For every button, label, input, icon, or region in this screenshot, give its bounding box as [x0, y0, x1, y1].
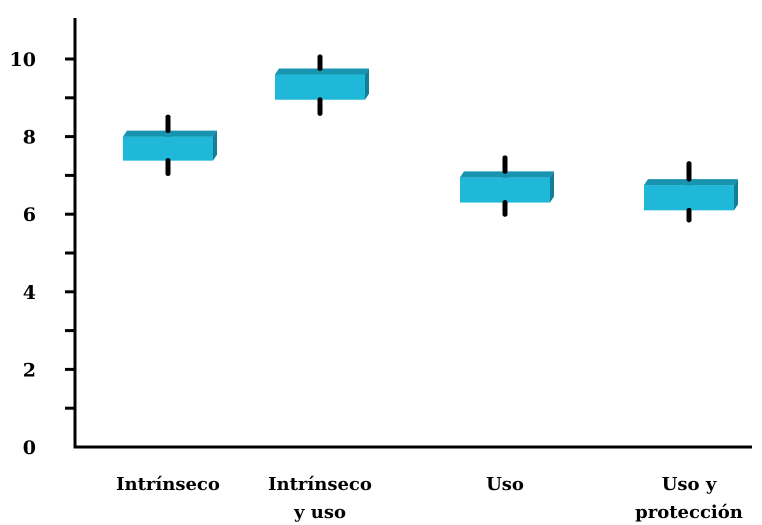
box-top — [644, 179, 738, 186]
box-2 — [275, 54, 369, 116]
category-label-line: y uso — [293, 502, 346, 523]
box-side — [365, 68, 369, 100]
category-label: Intrínseco — [116, 474, 220, 495]
boxes — [123, 54, 738, 223]
box-front — [123, 136, 213, 161]
y-tick-label: 2 — [23, 359, 36, 381]
box-side — [213, 130, 217, 161]
y-tick-label: 0 — [23, 437, 36, 459]
y-tick-label: 10 — [10, 49, 36, 71]
y-tick-label: 4 — [23, 282, 36, 304]
box-front — [275, 74, 365, 100]
box-side — [550, 171, 554, 203]
category-label: Uso y protección — [635, 474, 743, 523]
box-1 — [123, 114, 217, 176]
box-top — [275, 68, 369, 75]
y-tick-label: 8 — [23, 127, 36, 149]
box-front — [644, 185, 734, 211]
y-tick-label: 6 — [23, 204, 36, 226]
category-label-line: Intrínseco — [268, 474, 372, 495]
axes: 0 2 4 6 8 10 — [10, 18, 752, 459]
category-label: Uso — [486, 474, 524, 495]
category-label: Intrínseco y uso — [268, 474, 372, 523]
box-front — [460, 177, 550, 203]
category-label-line: Uso — [486, 474, 524, 495]
category-label-line: protección — [635, 502, 743, 523]
box-side — [734, 179, 738, 211]
category-label-line: Uso y — [662, 474, 717, 495]
box-4 — [644, 161, 738, 223]
labels: Intrínseco Intrínseco y uso Uso Uso y protecc… — [116, 474, 743, 523]
box-3 — [460, 155, 554, 217]
category-label-line: Intrínseco — [116, 474, 220, 495]
box-top — [460, 171, 554, 178]
box-top — [123, 130, 217, 137]
